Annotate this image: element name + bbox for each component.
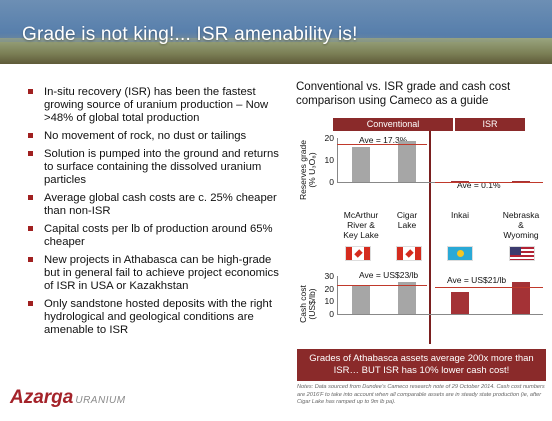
bullet-item: Average global cash costs are c. 25% che…	[28, 192, 290, 218]
y-tick-label: 20	[324, 283, 334, 294]
bullet-text: Average global cash costs are c. 25% che…	[44, 192, 277, 217]
bar-grade-3	[512, 180, 530, 182]
bullet-text: Solution is pumped into the ground and r…	[44, 148, 279, 186]
bullet-square-icon	[28, 226, 33, 231]
bar-cost-2	[451, 292, 469, 314]
average-line	[337, 284, 427, 286]
bullet-item: Only sandstone hosted deposits with the …	[28, 298, 290, 337]
y-tick-label: 30	[324, 271, 334, 281]
azarga-logo: Azarga URANIUM	[10, 387, 126, 411]
cost-average-isr: Ave = US$21/lb	[447, 275, 507, 285]
sun-icon	[457, 250, 464, 257]
category-label-line: Key Lake	[343, 230, 379, 240]
bar-cost-0	[352, 286, 370, 314]
slide-title: Grade is not king!... ISR amenability is…	[22, 24, 358, 45]
average-line	[435, 181, 543, 183]
conventional-header: Conventional	[333, 118, 453, 131]
stars-canton-icon	[510, 247, 521, 255]
bullet-item: New projects in Athabasca can be high-gr…	[28, 254, 290, 293]
bullet-text: Capital costs per lb of production aroun…	[44, 223, 273, 248]
category-label-line: Inkai	[451, 210, 469, 220]
maple-leaf-icon	[354, 249, 363, 258]
bullet-square-icon	[28, 257, 33, 262]
cost-axis-label-line2: (US$/lb)	[307, 288, 317, 320]
logo-subtitle: URANIUM	[75, 395, 126, 406]
bar-grade-2	[451, 180, 469, 182]
logo-wordmark: Azarga	[10, 387, 74, 408]
canada-flag-icon	[345, 246, 371, 261]
comparison-chart: Conventional ISR Reserves grade (% U₃O₈)…	[297, 118, 546, 346]
average-line	[435, 287, 543, 289]
category-label-line: Nebraska	[502, 210, 540, 220]
category-label-line: River &	[347, 220, 375, 230]
grade-axis-label: Reserves grade (% U₃O₈)	[298, 130, 317, 210]
category-label-line: Lake	[397, 220, 417, 230]
bullet-item: Capital costs per lb of production aroun…	[28, 223, 290, 249]
x-axis	[337, 314, 543, 315]
bullet-square-icon	[28, 301, 33, 306]
bullet-item: In-situ recovery (ISR) has been the fast…	[28, 86, 290, 125]
bullet-list: In-situ recovery (ISR) has been the fast…	[28, 86, 290, 342]
maple-leaf-icon	[405, 249, 414, 258]
grade-axis-label-line2: (% U₃O₈)	[307, 152, 317, 188]
bullet-square-icon	[28, 133, 33, 138]
isr-header: ISR	[455, 118, 525, 131]
bar-grade-0	[352, 146, 370, 182]
y-tick-label: 0	[329, 177, 334, 187]
y-tick-label: 20	[324, 133, 334, 143]
y-axis	[337, 276, 338, 314]
bullet-text: No movement of rock, no dust or tailings	[44, 130, 247, 142]
bullet-item: No movement of rock, no dust or tailings	[28, 130, 290, 143]
bullet-item: Solution is pumped into the ground and r…	[28, 148, 290, 187]
y-axis	[337, 138, 338, 182]
group-divider	[429, 131, 431, 344]
bar-grade-1	[398, 141, 416, 182]
chart-notes: Notes: Data sourced from Dundee’s Cameco…	[297, 384, 545, 405]
bullet-text: New projects in Athabasca can be high-gr…	[44, 254, 279, 292]
y-tick-label: 0	[329, 309, 334, 319]
category-label-line: &	[518, 220, 524, 230]
category-label-line: Cigar	[396, 210, 418, 220]
canada-flag-icon	[396, 246, 422, 261]
category-label: Nebraska & Wyoming	[495, 210, 547, 240]
kazakhstan-flag-icon	[447, 246, 473, 261]
usa-flag-icon	[509, 246, 535, 261]
category-label-line: Wyoming	[503, 230, 539, 240]
bullet-square-icon	[28, 151, 33, 156]
category-label-line: McArthur	[343, 210, 379, 220]
bullet-square-icon	[28, 195, 33, 200]
y-tick-label: 10	[324, 296, 334, 307]
landscape-image	[0, 32, 552, 64]
bar-cost-3	[512, 282, 530, 314]
bullet-text: In-situ recovery (ISR) has been the fast…	[44, 86, 269, 124]
conclusion-banner: Grades of Athabasca assets average 200x …	[297, 349, 546, 381]
y-tick-label: 10	[324, 155, 334, 165]
cost-average-conventional: Ave = US$23/lb	[359, 270, 419, 280]
category-label: Inkai	[434, 210, 486, 220]
bullet-square-icon	[28, 89, 33, 94]
chart-title: Conventional vs. ISR grade and cash cost…	[296, 81, 511, 107]
average-line	[337, 143, 427, 145]
header-banner: Grade is not king!... ISR amenability is…	[0, 0, 552, 64]
cost-axis-label: Cash cost (US$/lb)	[298, 274, 317, 334]
grade-average-conventional: Ave = 17.3%	[359, 135, 408, 145]
category-label: Cigar Lake	[381, 210, 433, 230]
grade-average-isr: Ave = 0.1%	[457, 180, 501, 190]
bar-cost-1	[398, 282, 416, 314]
category-label: McArthur River & Key Lake	[335, 210, 387, 240]
bullet-text: Only sandstone hosted deposits with the …	[44, 298, 272, 336]
